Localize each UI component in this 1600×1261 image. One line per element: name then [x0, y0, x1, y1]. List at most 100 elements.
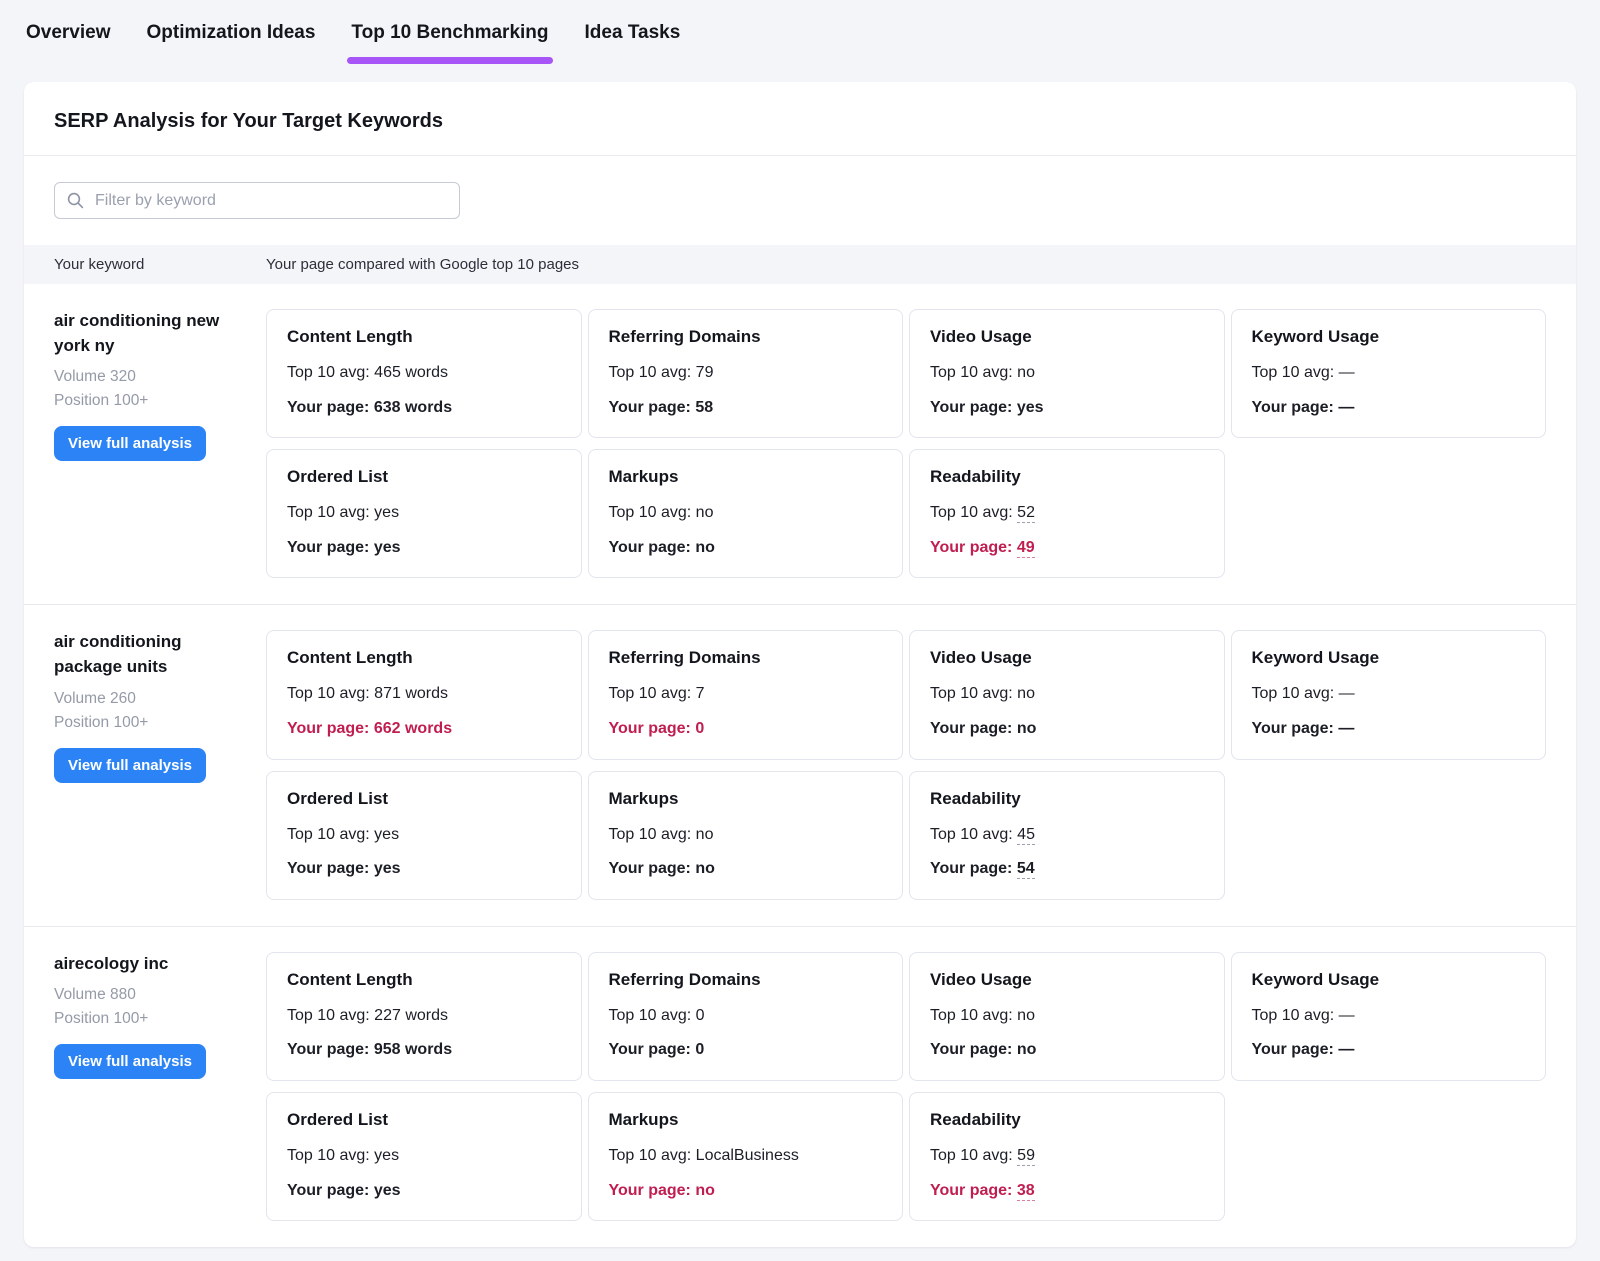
- metric-your-value: 58: [695, 398, 714, 416]
- keyword-volume: Volume 260: [54, 689, 136, 707]
- page-title: SERP Analysis for Your Target Keywords: [54, 110, 444, 132]
- keyword-title: air conditioning new york ny: [54, 311, 220, 355]
- metric-top10-value: 227 words: [374, 1006, 448, 1024]
- metric-top10-line: Top 10 avg: no: [608, 825, 714, 843]
- view-full-analysis-button[interactable]: View full analysis: [54, 747, 206, 783]
- metric-card: Markups Top 10 avg: no Your page: no: [587, 449, 903, 579]
- tab-top-10-benchmarking[interactable]: Top 10 Benchmarking: [347, 0, 553, 66]
- metric-top10-value[interactable]: 45: [1017, 825, 1035, 845]
- metric-card: Referring Domains Top 10 avg: 7 Your pag…: [587, 630, 903, 760]
- metric-your-line: Your page: 0: [608, 1041, 705, 1059]
- metric-title: Content Length: [287, 969, 413, 989]
- metric-top10-line: Top 10 avg: yes: [287, 825, 400, 843]
- metric-your-line: Your page: yes: [287, 538, 401, 556]
- metric-your-line: Your page: 662 words: [287, 719, 453, 737]
- tab-optimization-ideas[interactable]: Optimization Ideas: [146, 22, 316, 43]
- metric-top10-line: Top 10 avg: —: [1251, 1006, 1355, 1024]
- metric-your-value: 638 words: [373, 398, 453, 416]
- metric-card: Readability Top 10 avg: 52 Your page: 49: [909, 449, 1225, 579]
- keyword-position: Position 100+: [54, 1010, 149, 1028]
- metric-card: Video Usage Top 10 avg: no Your page: no: [909, 951, 1225, 1081]
- metric-your-value: no: [1016, 1041, 1037, 1059]
- column-header-compare: Your page compared with Google top 10 pa…: [266, 256, 580, 273]
- metric-top10-line: Top 10 avg: 0: [608, 1006, 705, 1024]
- metric-title: Referring Domains: [608, 648, 761, 668]
- metric-top10-line: Top 10 avg: 871 words: [287, 685, 448, 703]
- metric-your-line: Your page: 49: [930, 538, 1035, 558]
- metric-your-line: Your page: 0: [608, 719, 705, 737]
- metric-your-value: 0: [695, 1041, 705, 1059]
- metric-card: Ordered List Top 10 avg: yes Your page: …: [266, 770, 582, 900]
- metric-your-value: yes: [1016, 398, 1044, 416]
- metric-top10-value[interactable]: 52: [1017, 504, 1035, 524]
- metric-your-line: Your page: no: [608, 860, 715, 878]
- metric-your-line: Your page: no: [930, 1041, 1037, 1059]
- metric-card: Video Usage Top 10 avg: no Your page: no: [909, 630, 1225, 760]
- table-header: Your keyword Your page compared with Goo…: [24, 245, 1576, 284]
- metric-title: Ordered List: [287, 788, 389, 808]
- metric-card: Referring Domains Top 10 avg: 79 Your pa…: [587, 309, 903, 439]
- metric-your-line: Your page: —: [1251, 719, 1355, 737]
- metric-top10-value[interactable]: 59: [1017, 1146, 1035, 1166]
- metric-top10-value: no: [695, 504, 714, 522]
- metric-top10-value: yes: [374, 1146, 400, 1164]
- keyword-row: airecology inc Volume 880 Position 100+ …: [24, 927, 1576, 1247]
- tab-overview[interactable]: Overview: [26, 22, 111, 43]
- metric-your-line: Your page: 54: [930, 860, 1035, 880]
- metric-top10-value: yes: [374, 504, 400, 522]
- metric-your-value[interactable]: 38: [1016, 1181, 1035, 1201]
- metric-your-line: Your page: yes: [930, 398, 1044, 416]
- metric-your-line: Your page: 58: [608, 398, 714, 416]
- metric-your-value: yes: [373, 1181, 401, 1199]
- keyword-position: Position 100+: [54, 713, 149, 731]
- keyword-position: Position 100+: [54, 392, 149, 410]
- metric-your-value: no: [695, 860, 715, 878]
- keyword-volume: Volume 880: [54, 986, 136, 1004]
- view-full-analysis-button[interactable]: View full analysis: [54, 1044, 206, 1080]
- metric-your-line: Your page: —: [1251, 398, 1355, 416]
- metric-your-value[interactable]: 49: [1016, 538, 1035, 558]
- metric-your-value[interactable]: 54: [1016, 860, 1035, 880]
- column-header-your-keyword: Your keyword: [54, 256, 145, 273]
- keyword-filter-box[interactable]: [54, 182, 460, 219]
- metric-title: Ordered List: [287, 1109, 389, 1129]
- metric-title: Referring Domains: [608, 969, 761, 989]
- metric-top10-value: —: [1338, 1006, 1355, 1024]
- metric-your-value: —: [1338, 1041, 1355, 1059]
- metric-card: Ordered List Top 10 avg: yes Your page: …: [266, 1091, 582, 1222]
- metric-title: Keyword Usage: [1251, 327, 1380, 346]
- filter-area: [24, 156, 1576, 245]
- metric-card: Content Length Top 10 avg: 465 words You…: [266, 309, 582, 439]
- metric-top10-value: —: [1338, 685, 1355, 703]
- metric-title: Ordered List: [287, 467, 389, 487]
- metric-top10-value: no: [1017, 1006, 1035, 1024]
- metric-top10-line: Top 10 avg: no: [930, 364, 1035, 381]
- metric-title: Referring Domains: [608, 327, 761, 346]
- metric-card: Readability Top 10 avg: 45 Your page: 54: [909, 770, 1225, 900]
- metric-top10-line: Top 10 avg: no: [608, 504, 714, 522]
- metric-top10-value: no: [1017, 685, 1035, 703]
- metric-top10-line: Top 10 avg: 79: [608, 364, 714, 381]
- metric-top10-value: 871 words: [374, 685, 448, 703]
- metric-your-value: no: [1016, 719, 1037, 737]
- view-full-analysis-button[interactable]: View full analysis: [54, 426, 206, 462]
- keyword-info: air conditioning new york ny Volume 320 …: [54, 309, 266, 578]
- metric-card: Content Length Top 10 avg: 871 words You…: [266, 630, 582, 760]
- keyword-filter-input[interactable]: [93, 190, 447, 211]
- metric-title: Readability: [930, 467, 1021, 487]
- metric-top10-line: Top 10 avg: 7: [608, 685, 705, 703]
- metric-your-value: 0: [695, 719, 705, 737]
- metric-card: Readability Top 10 avg: 59 Your page: 38: [909, 1091, 1225, 1222]
- metric-top10-value: no: [695, 825, 714, 843]
- keyword-rows: air conditioning new york ny Volume 320 …: [24, 284, 1576, 1247]
- metric-your-value: —: [1338, 719, 1355, 737]
- metric-top10-line: Top 10 avg: no: [930, 685, 1035, 703]
- metric-card: Keyword Usage Top 10 avg: — Your page: —: [1230, 951, 1546, 1081]
- tab-idea-tasks[interactable]: Idea Tasks: [584, 22, 681, 43]
- metric-top10-value: 79: [695, 364, 714, 381]
- metric-your-line: Your page: 638 words: [287, 398, 453, 416]
- metric-title: Markups: [608, 1109, 679, 1129]
- keyword-info: air conditioning package units Volume 26…: [54, 630, 266, 899]
- metric-top10-value: yes: [374, 825, 400, 843]
- metric-top10-line: Top 10 avg: —: [1251, 685, 1355, 703]
